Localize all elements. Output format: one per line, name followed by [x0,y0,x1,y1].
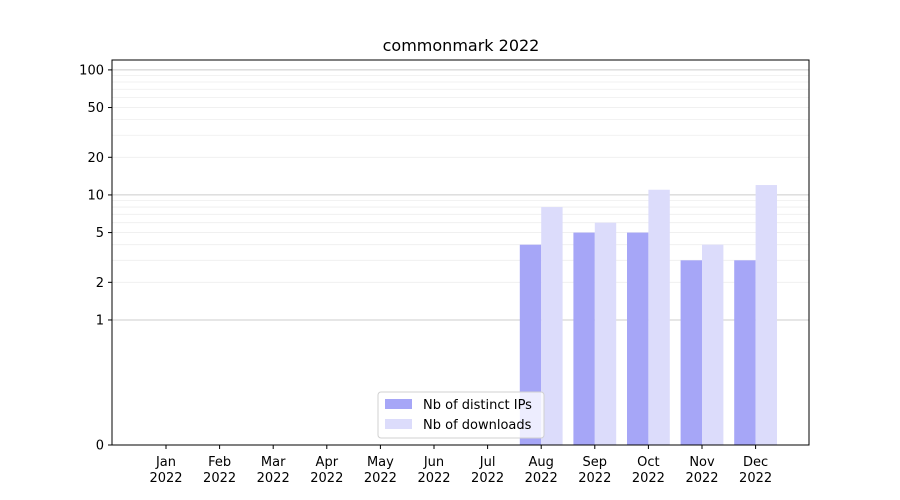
x-tick-label: Apr 2022 [310,455,343,486]
bar-downloads [541,207,563,445]
x-axis-ticks: Jan 2022 Feb 2022 Mar 2022 Apr 2022 May 2022 Jun 20… [149,445,772,486]
x-tick-label: Nov 2022 [685,455,718,486]
x-tick-label: Jul 2022 [471,455,504,486]
legend-label: Nb of downloads [423,418,532,433]
x-tick-label: Jan 2022 [149,455,182,486]
y-tick-label: 10 [87,188,104,203]
legend-box [377,391,545,439]
legend-label: Nb of distinct IPs [423,398,532,413]
bar-distinct-ips [680,260,702,445]
x-tick-label: Jun 2022 [417,455,450,486]
x-tick-label: Sep 2022 [578,455,611,486]
x-tick-label: Mar 2022 [257,455,290,486]
legend-swatch [385,399,412,409]
y-tick-label: 50 [87,101,104,116]
plot-frame [111,59,810,446]
y-tick-label: 1 [96,313,104,328]
bar-downloads [702,244,724,445]
y-tick-label: 0 [96,439,104,454]
x-tick-label: Oct 2022 [632,455,665,486]
bar-distinct-ips [734,260,756,445]
x-tick-label: Feb 2022 [203,455,236,486]
bar-downloads [648,189,670,445]
y-axis-ticks: 0 1 2 5 10 20 50 100 [79,63,112,454]
y-tick-label: 100 [79,63,104,78]
bar-downloads [755,185,777,445]
bar-distinct-ips [573,232,595,445]
grid-lines [112,69,809,446]
chart-title: commonmark 2022 [383,36,540,55]
x-tick-label: Dec 2022 [739,455,772,486]
legend: Nb of distinct IPs Nb of downloads [377,391,545,439]
x-tick-label: Aug 2022 [525,455,558,486]
y-tick-label: 20 [87,151,104,166]
y-tick-label: 2 [96,276,104,291]
bar-distinct-ips [627,232,649,445]
x-tick-label: May 2022 [364,455,397,486]
y-tick-label: 5 [96,226,104,241]
bar-downloads [594,222,617,445]
legend-swatch [385,419,412,429]
